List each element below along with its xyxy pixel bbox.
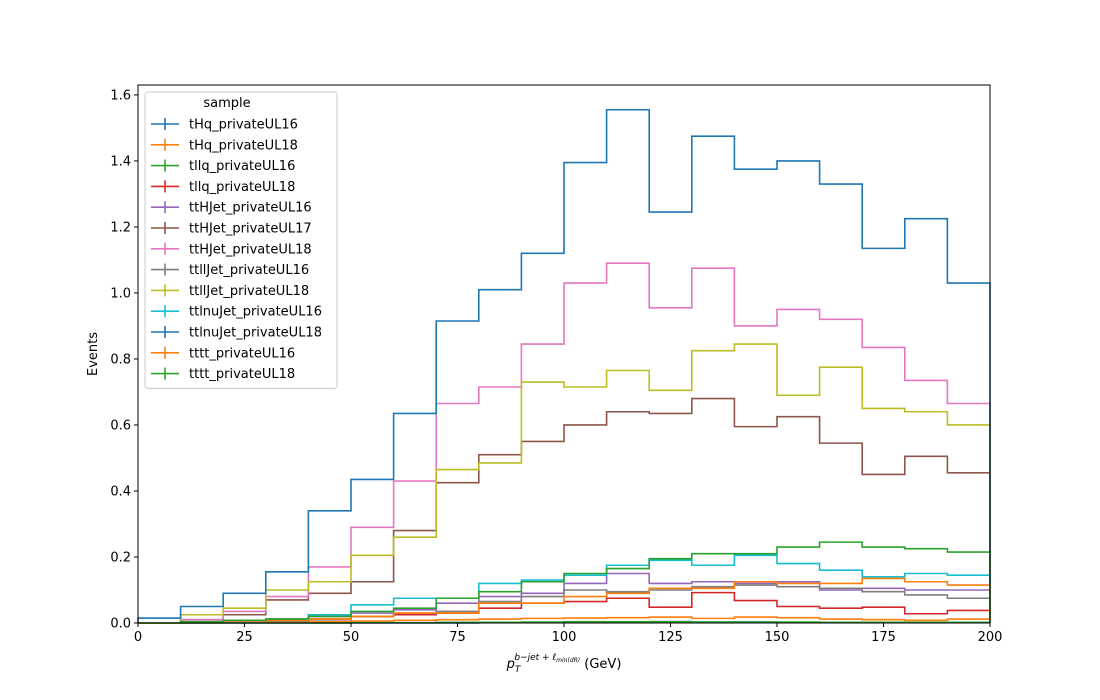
- legend-item: ttlnuJet_privateUL16: [151, 305, 322, 320]
- y-tick-label: 1.0: [110, 286, 131, 301]
- legend-label: ttHJet_privateUL16: [189, 201, 312, 216]
- y-tick-label: 1.2: [110, 220, 131, 235]
- legend-label: tHq_privateUL16: [189, 118, 298, 133]
- x-label-xlabel-sup: b−jet + ℓ: [514, 653, 556, 663]
- legend-label: tHq_privateUL18: [189, 138, 298, 153]
- legend-item: ttHJet_privateUL17: [151, 222, 312, 237]
- legend-title: sample: [203, 96, 250, 111]
- x-tick-label: 175: [871, 630, 896, 645]
- legend-item: ttHJet_privateUL16: [151, 201, 312, 216]
- legend-item: ttHJet_privateUL18: [151, 242, 312, 257]
- legend-label: ttllJet_privateUL18: [189, 284, 309, 299]
- y-tick-label: 0.6: [110, 418, 131, 433]
- y-axis-label: Events: [86, 332, 101, 376]
- series-line-ttlnuJet_privateUL18: [137, 108, 991, 623]
- x-tick-label: 75: [449, 630, 466, 645]
- x-label-xlabel-sup-sub: min(dR): [556, 657, 580, 664]
- legend-item: tttt_privateUL18: [151, 367, 295, 382]
- series-line-ttllJet_privateUL18: [138, 343, 991, 624]
- y-tick-label: 0.0: [110, 617, 131, 632]
- x-label-xlabel-base: p: [506, 657, 515, 672]
- y-tick-label: 1.6: [110, 88, 131, 103]
- legend-label: tllq_privateUL16: [189, 159, 295, 174]
- x-tick-label: 0: [134, 630, 142, 645]
- x-tick-label: 50: [343, 630, 360, 645]
- legend-item: tHq_privateUL18: [151, 138, 298, 153]
- legend-item: ttlnuJet_privateUL18: [151, 326, 322, 341]
- series-line-ttHJet_privateUL18: [138, 262, 991, 624]
- series-line-ttHJet_privateUL17: [138, 397, 991, 624]
- x-tick-label: 150: [765, 630, 790, 645]
- legend-item: ttllJet_privateUL16: [151, 263, 309, 278]
- x-tick-label: 200: [978, 630, 1003, 645]
- y-tick-label: 0.4: [110, 484, 131, 499]
- legend-item: ttllJet_privateUL18: [151, 284, 309, 299]
- x-axis-label: pTb−jet + ℓmin(dR) (GeV): [506, 653, 622, 675]
- y-tick-label: 0.8: [110, 352, 131, 367]
- legend: sample tHq_privateUL16 tHq_privateUL18tllq…: [144, 91, 338, 389]
- legend-label: tttt_privateUL18: [189, 367, 295, 382]
- x-tick-label: 25: [236, 630, 253, 645]
- y-tick-label: 1.4: [110, 154, 131, 169]
- legend-label: ttHJet_privateUL18: [189, 242, 312, 257]
- x-label-xlabel-sub: T: [515, 665, 522, 675]
- x-tick-label: 125: [658, 630, 683, 645]
- legend-label: ttllJet_privateUL16: [189, 263, 309, 278]
- x-axis: 0 25 50 75 100 125 150 175 200: [134, 623, 1003, 645]
- legend-box: [144, 91, 338, 389]
- x-label-xlabel-unit: (GeV): [580, 657, 621, 672]
- x-tick-label: 100: [552, 630, 577, 645]
- legend-label: tllq_privateUL18: [189, 180, 295, 195]
- legend-label: ttlnuJet_privateUL18: [189, 326, 322, 341]
- y-axis: 0.0 0.2 0.4 0.6 0.8 1.0 1.2 1.4 1.6: [110, 88, 138, 632]
- series-line-tttt_privateUL18: [138, 541, 991, 624]
- legend-item: tHq_privateUL16: [151, 118, 298, 133]
- series-line-tHq_privateUL18: [138, 616, 991, 624]
- legend-label: tttt_privateUL16: [189, 346, 295, 361]
- legend-label: ttlnuJet_privateUL16: [189, 305, 322, 320]
- legend-item: tllq_privateUL18: [151, 180, 295, 195]
- y-tick-label: 0.2: [110, 550, 131, 565]
- legend-label: ttHJet_privateUL17: [189, 222, 312, 237]
- legend-item: tttt_privateUL16: [151, 346, 295, 361]
- legend-item: tllq_privateUL16: [151, 159, 295, 174]
